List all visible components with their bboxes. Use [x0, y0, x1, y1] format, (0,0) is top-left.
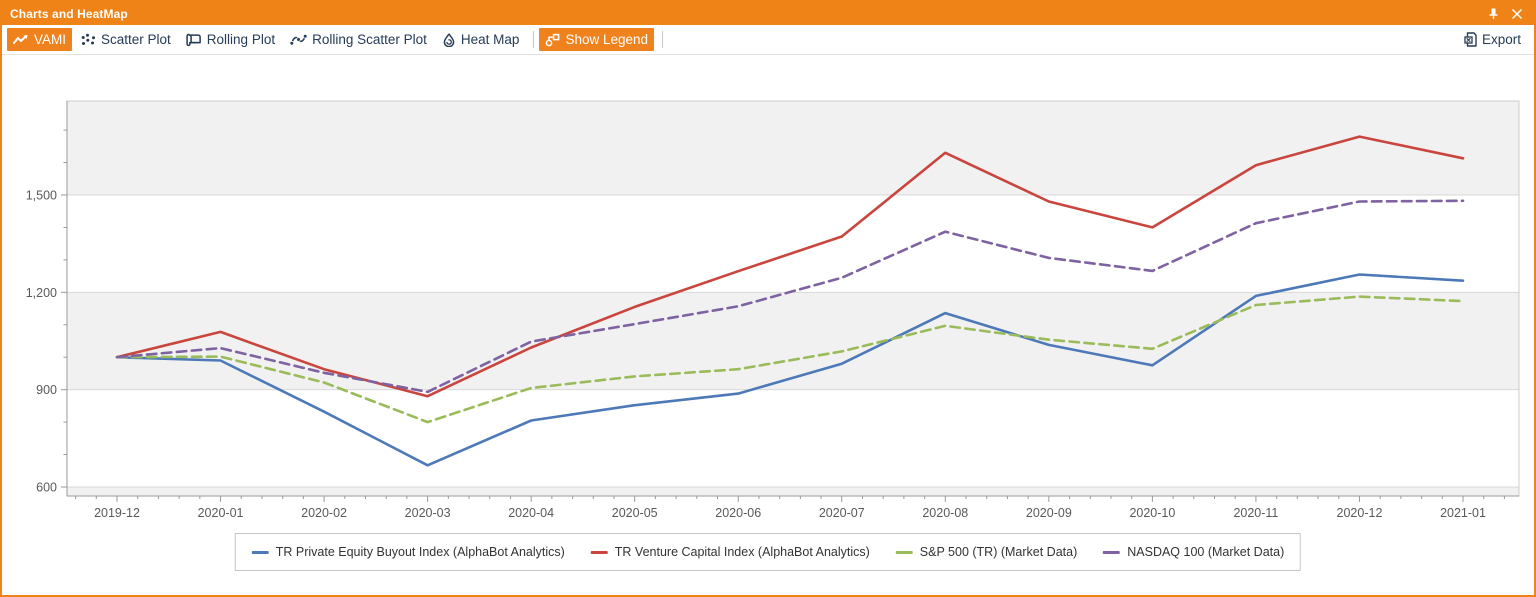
titlebar: Charts and HeatMap — [2, 2, 1534, 25]
x-tick-label: 2020-09 — [1026, 506, 1072, 520]
vami-label: VAMI — [34, 31, 67, 47]
legend-swatch — [895, 550, 913, 554]
rolling-scatter-plot-label: Rolling Scatter Plot — [312, 31, 427, 47]
export-label: Export — [1481, 32, 1521, 47]
legend-item: NASDAQ 100 (Market Data) — [1103, 545, 1284, 559]
export-excel-icon — [1464, 32, 1477, 47]
legend-label: TR Venture Capital Index (AlphaBot Analy… — [614, 545, 870, 559]
series-line-2 — [115, 295, 1465, 424]
x-tick-label: 2019-12 — [94, 506, 140, 520]
x-tick-label: 2020-12 — [1337, 506, 1383, 520]
scatter-plot-label: Scatter Plot — [101, 31, 171, 47]
x-tick-label: 2020-07 — [819, 506, 865, 520]
y-tick-label: 900 — [36, 383, 57, 397]
legend-label: TR Private Equity Buyout Index (AlphaBot… — [275, 545, 565, 559]
close-icon[interactable] — [1508, 5, 1526, 23]
export-button[interactable]: Export — [1456, 28, 1529, 51]
rolling-scatter-plot-button[interactable]: Rolling Scatter Plot — [284, 28, 433, 51]
chart-legend: TR Private Equity Buyout Index (AlphaBot… — [234, 533, 1302, 571]
vami-chart: 600 900 1,200 1,500 2019-12 2020-01 2020-02 202… — [26, 100, 1520, 520]
rolling-scatter-plot-icon — [290, 33, 308, 46]
window-title: Charts and HeatMap — [10, 6, 128, 21]
x-tick-label: 2020-03 — [405, 506, 451, 520]
y-tick-label: 1,200 — [26, 286, 57, 300]
vami-button[interactable]: VAMI — [7, 28, 73, 51]
scatter-plot-button[interactable]: Scatter Plot — [75, 28, 177, 51]
x-tick-label: 2020-02 — [301, 506, 347, 520]
series-line-0 — [115, 273, 1465, 467]
series-line-3 — [115, 199, 1465, 394]
x-tick-label: 2020-01 — [198, 506, 244, 520]
plot-band — [67, 101, 1519, 195]
x-tick-label: 2020-05 — [612, 506, 658, 520]
y-tick-label: 1,500 — [26, 189, 57, 203]
x-tick-label: 2020-10 — [1129, 506, 1175, 520]
vami-line-icon — [13, 34, 29, 46]
toolbar-separator — [533, 31, 535, 48]
x-tick-label: 2021-01 — [1440, 506, 1486, 520]
legend-swatch — [1103, 550, 1121, 554]
show-legend-icon — [545, 33, 560, 47]
legend-swatch — [251, 550, 269, 554]
chart-panel: 600 900 1,200 1,500 2019-12 2020-01 2020-02 202… — [2, 56, 1534, 595]
scatter-plot-icon — [81, 33, 96, 46]
rolling-plot-label: Rolling Plot — [206, 31, 276, 47]
x-tick-label: 2020-11 — [1233, 506, 1278, 520]
plot-band — [67, 292, 1519, 390]
legend-item: S&P 500 (TR) (Market Data) — [895, 545, 1078, 559]
heat-map-label: Heat Map — [460, 31, 520, 47]
toolbar: VAMI Scatter Plot — [2, 25, 1534, 55]
rolling-plot-button[interactable]: Rolling Plot — [180, 28, 281, 51]
legend-label: S&P 500 (TR) (Market Data) — [919, 545, 1078, 559]
heat-map-icon — [442, 32, 456, 47]
pin-icon[interactable] — [1484, 5, 1502, 23]
legend-label: NASDAQ 100 (Market Data) — [1127, 545, 1285, 559]
plot-band — [67, 487, 1519, 496]
x-tick-label: 2020-04 — [508, 506, 554, 520]
show-legend-button[interactable]: Show Legend — [539, 28, 655, 51]
show-legend-label: Show Legend — [565, 31, 649, 47]
heat-map-button[interactable]: Heat Map — [436, 28, 526, 51]
x-tick-label: 2020-06 — [715, 506, 761, 520]
y-tick-label: 600 — [36, 481, 57, 495]
legend-item: TR Private Equity Buyout Index (AlphaBot… — [251, 545, 565, 559]
legend-item: TR Venture Capital Index (AlphaBot Analy… — [590, 545, 870, 559]
x-tick-label: 2020-08 — [922, 506, 968, 520]
rolling-plot-icon — [186, 33, 202, 46]
series-line-1 — [115, 135, 1465, 398]
toolbar-separator — [662, 31, 664, 48]
legend-swatch — [590, 550, 608, 554]
